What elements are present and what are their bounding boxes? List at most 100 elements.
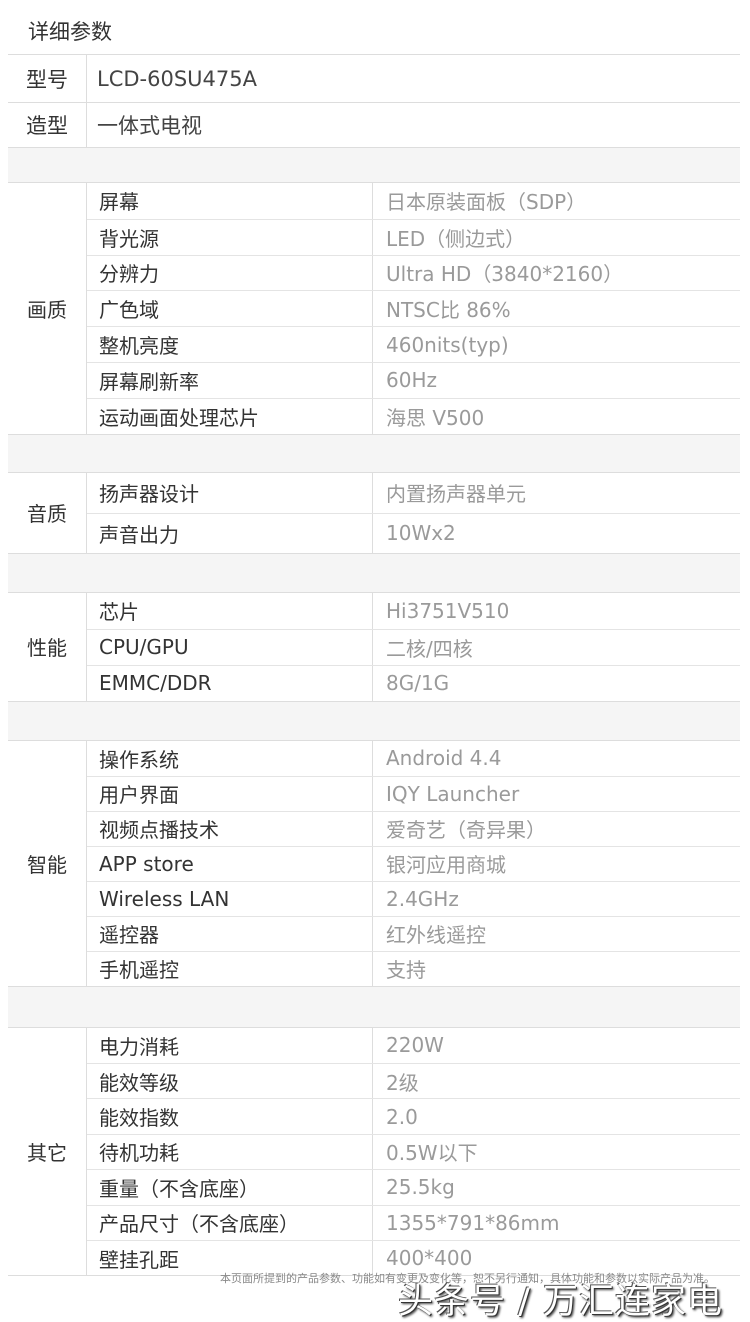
spec-value: 爱奇艺（奇异果） (386, 818, 546, 843)
spec-row: 视频点播技术 爱奇艺（奇异果） (87, 810, 740, 846)
spec-row: 广色域 NTSC比 86% (87, 290, 740, 327)
spec-value: 10Wx2 (386, 521, 456, 546)
spec-group: 智能 操作系统 Android 4.4 用户界面 IQY Launcher 视频点播技术爱… (8, 739, 740, 986)
spec-row: 待机功耗 0.5W以下 (87, 1133, 740, 1170)
spec-row: 能效等级 2级 (87, 1062, 740, 1099)
spec-row: EMMC/DDR 8G/1G (87, 664, 740, 701)
section-spacer (8, 552, 740, 592)
spec-label: 整机亮度 (87, 327, 373, 362)
spec-value: 日本原装面板（SDP） (386, 190, 587, 215)
spec-label: 电力消耗 (87, 1027, 373, 1063)
disclaimer: 本页面所提到的产品参数、功能如有变更及变化等，恕不另行通知，具体功能和参数以实际… (220, 1272, 715, 1285)
spec-value: 400*400 (386, 1246, 473, 1271)
spec-group: 音质 扬声器设计 内置扬声器单元 声音出力 10Wx2 (8, 471, 740, 553)
group-category: 其它 (8, 1027, 87, 1276)
spec-value: Hi3751V510 (386, 598, 510, 623)
spec-value: Ultra HD（3840*2160） (386, 262, 624, 287)
spec-label: 声音出力 (87, 513, 373, 553)
spec-row: APP store 银河应用商城 (87, 845, 740, 881)
spec-label: 操作系统 (87, 740, 373, 776)
spec-row: 操作系统 Android 4.4 (87, 740, 740, 776)
spec-row: 重量（不含底座） 25.5kg (87, 1169, 740, 1205)
group-category: 音质 (8, 472, 87, 553)
spec-value: 0.5W以下 (386, 1141, 478, 1166)
spec-label: 屏幕刷新率 (87, 362, 373, 398)
spec-row: 屏幕 日本原装面板（SDP） (87, 183, 740, 219)
spec-label: 运动画面处理芯片 (87, 398, 373, 434)
spec-label: 壁挂孔距 (87, 1240, 373, 1276)
spec-value: LCD-60SU475A (97, 66, 257, 91)
spec-value: 海思 V500 (386, 405, 485, 430)
section-spacer (8, 147, 740, 182)
group-category: 性能 (8, 592, 87, 701)
spec-value: 220W (386, 1033, 444, 1058)
spec-value: 460nits(typ) (386, 332, 509, 357)
spec-label: 型号 (8, 55, 87, 102)
spec-row: 电力消耗 220W (87, 1027, 740, 1063)
group-category: 画质 (8, 183, 87, 434)
spec-label: CPU/GPU (87, 629, 373, 665)
spec-value: 2.4GHz (386, 886, 459, 911)
spec-value: 银河应用商城 (386, 853, 506, 878)
spec-label: 分辨力 (87, 255, 373, 291)
section-spacer (8, 985, 740, 1027)
spec-value: 25.5kg (386, 1175, 455, 1200)
spec-row: 整机亮度 460nits(typ) (87, 326, 740, 362)
spec-row: 运动画面处理芯片 海思 V500 (87, 397, 740, 434)
spec-label: 芯片 (87, 592, 373, 629)
spec-value: IQY Launcher (386, 781, 520, 806)
spec-value: 1355*791*86mm (386, 1210, 560, 1235)
spec-row: 分辨力 Ultra HD（3840*2160） (87, 254, 740, 291)
spec-table: 型号 LCD-60SU475A 造型 一体式电视 画质 屏幕 日本原装面板（SDP）… (8, 54, 740, 1277)
spec-label: 遥控器 (87, 916, 373, 951)
spec-group: 其它 电力消耗 220W 能效等级 2级 能效指数 2.0 待机功耗 0.5W以下 重量（不含底座… (8, 1026, 740, 1276)
spec-value: 2级 (386, 1070, 419, 1095)
spec-label: 扬声器设计 (87, 472, 373, 513)
spec-label: 视频点播技术 (87, 811, 373, 846)
spec-row: 声音出力 10Wx2 (87, 512, 740, 553)
section-spacer (8, 433, 740, 472)
spec-value: 支持 (386, 958, 426, 983)
spec-label: 产品尺寸（不含底座） (87, 1205, 373, 1240)
spec-value: Android 4.4 (386, 746, 502, 771)
spec-row: 产品尺寸（不含底座） 1355*791*86mm (87, 1204, 740, 1240)
spec-row: 能效指数 2.0 (87, 1098, 740, 1134)
spec-row: 手机遥控 支持 (87, 950, 740, 986)
spec-row: 背光源 LED（侧边式） (87, 218, 740, 255)
spec-value: 二核/四核 (386, 636, 473, 661)
spec-label: 待机功耗 (87, 1134, 373, 1170)
spec-value: 2.0 (386, 1104, 418, 1129)
spec-row: 壁挂孔距 400*400 (87, 1239, 740, 1276)
page-title: 详细参数 (28, 20, 112, 44)
spec-row: 屏幕刷新率 60Hz (87, 361, 740, 398)
spec-row: 扬声器设计 内置扬声器单元 (87, 472, 740, 513)
spec-row: Wireless LAN 2.4GHz (87, 880, 740, 916)
spec-row: 遥控器 红外线遥控 (87, 915, 740, 951)
spec-label: 重量（不含底座） (87, 1170, 373, 1205)
spec-value: LED（侧边式） (386, 226, 526, 251)
spec-label: 手机遥控 (87, 951, 373, 986)
spec-value: NTSC比 86% (386, 298, 511, 323)
spec-group: 性能 芯片 Hi3751V510 CPU/GPU 二核/四核 EMMC/DDR 8G/1G (8, 591, 740, 701)
spec-value: 内置扬声器单元 (386, 482, 526, 507)
spec-label: 广色域 (87, 291, 373, 327)
spec-value: 60Hz (386, 368, 437, 393)
section-spacer (8, 700, 740, 740)
table-bottom-border (8, 1275, 740, 1277)
spec-label: 背光源 (87, 219, 373, 255)
spec-row: CPU/GPU 二核/四核 (87, 628, 740, 665)
spec-row-style: 造型 一体式电视 (8, 102, 740, 147)
spec-row: 芯片 Hi3751V510 (87, 592, 740, 629)
spec-label: 造型 (8, 103, 87, 147)
spec-value: 一体式电视 (97, 114, 202, 138)
spec-label: 屏幕 (87, 183, 373, 219)
spec-label: 能效指数 (87, 1099, 373, 1134)
spec-row-model: 型号 LCD-60SU475A (8, 54, 740, 102)
watermark: 头条号 / 万汇连家电 (398, 1282, 724, 1322)
spec-label: Wireless LAN (87, 881, 373, 916)
spec-label: 能效等级 (87, 1063, 373, 1099)
spec-label: EMMC/DDR (87, 665, 373, 701)
spec-label: 用户界面 (87, 776, 373, 811)
spec-group: 画质 屏幕 日本原装面板（SDP） 背光源 LED（侧边式） 分辨力 Ultra HD（38… (8, 182, 740, 434)
spec-row: 用户界面 IQY Launcher (87, 775, 740, 811)
